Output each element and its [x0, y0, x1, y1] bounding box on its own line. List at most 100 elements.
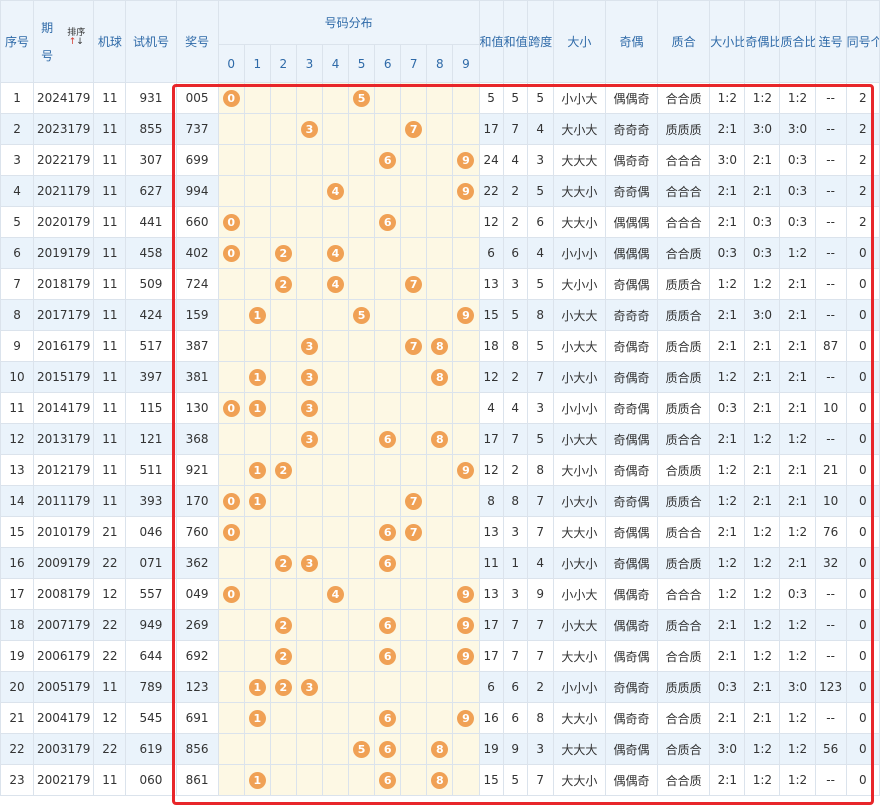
row-sum-tail: 3	[502, 578, 528, 610]
row-trial: 509	[125, 268, 177, 300]
row-consecutive: --	[814, 206, 847, 238]
row-machine: 11	[93, 423, 127, 455]
dist-cell-8: 8	[426, 733, 454, 765]
dist-cell-3	[295, 175, 323, 207]
row-consecutive: --	[814, 113, 847, 145]
digit-ball: 3	[300, 120, 318, 138]
row-seq: 20	[0, 671, 35, 703]
row-prize: 660	[175, 206, 219, 238]
dist-cell-0	[217, 547, 245, 579]
dist-cell-5	[348, 206, 376, 238]
digit-ball: 5	[353, 306, 371, 324]
digit-ball: 1	[248, 709, 266, 727]
dist-cell-9	[452, 547, 480, 579]
row-period: 2005179	[33, 671, 95, 703]
row-period: 2012179	[33, 454, 95, 486]
row-prize: 005	[175, 82, 219, 114]
dist-cell-3: 3	[295, 330, 323, 362]
row-span: 7	[526, 485, 554, 517]
row-oe-ratio: 2:1	[744, 671, 781, 703]
digit-ball: 2	[274, 647, 292, 665]
header-period[interactable]: 期号 排序 ↑↓	[33, 0, 95, 83]
dist-cell-5: 5	[348, 82, 376, 114]
table-row: 21 2004179 12 545 691 1 6 9 16 6 8 大大小 偶奇奇 合合质 2:1 2:1 1…	[0, 702, 880, 734]
row-consecutive: 87	[814, 330, 847, 362]
row-period: 2014179	[33, 392, 95, 424]
digit-ball: 0	[222, 213, 240, 231]
row-span: 3	[526, 733, 554, 765]
sort-arrows-icon[interactable]: ↑↓	[68, 37, 84, 47]
digit-ball: 0	[222, 399, 240, 417]
dist-cell-0	[217, 144, 245, 176]
dist-cell-5	[348, 609, 376, 641]
dist-cell-8	[426, 113, 454, 145]
dist-cell-2	[269, 485, 297, 517]
row-machine: 11	[93, 175, 127, 207]
row-consecutive: --	[814, 82, 847, 114]
row-sum-tail: 4	[502, 392, 528, 424]
dist-cell-7	[400, 206, 428, 238]
dist-cell-7: 7	[400, 113, 428, 145]
dist-cell-0	[217, 175, 245, 207]
dist-cell-0: 0	[217, 485, 245, 517]
row-odd-even: 偶偶偶	[604, 206, 659, 238]
dist-cell-3	[295, 609, 323, 641]
row-prime-ratio: 1:2	[779, 609, 816, 641]
dist-cell-2: 2	[269, 237, 297, 269]
row-size: 大小大	[552, 113, 606, 145]
row-prime-ratio: 2:1	[779, 392, 816, 424]
row-size-ratio: 2:1	[709, 764, 746, 796]
row-period: 2004179	[33, 702, 95, 734]
digit-ball: 4	[327, 244, 344, 262]
row-span: 7	[526, 361, 554, 393]
row-prime: 合合质	[657, 640, 711, 672]
row-period: 2016179	[33, 330, 95, 362]
row-odd-even: 奇偶奇	[604, 454, 659, 486]
row-prime: 质质质	[657, 113, 711, 145]
row-oe-ratio: 1:2	[744, 640, 781, 672]
digit-ball: 9	[457, 182, 475, 200]
row-size: 小大大	[552, 609, 606, 641]
row-size: 小小小	[552, 237, 606, 269]
digit-ball: 8	[431, 771, 449, 789]
header-digit-3: 3	[295, 44, 323, 83]
row-period: 2023179	[33, 113, 95, 145]
header-seq: 序号	[0, 0, 35, 83]
dist-cell-7	[400, 175, 428, 207]
row-prime-ratio: 0:3	[779, 206, 816, 238]
row-oe-ratio: 1:2	[744, 82, 781, 114]
dist-cell-5	[348, 702, 376, 734]
dist-cell-8	[426, 268, 454, 300]
dist-cell-0	[217, 764, 245, 796]
row-prize: 724	[175, 268, 219, 300]
dist-cell-4	[321, 330, 350, 362]
row-trial: 949	[125, 609, 177, 641]
dist-cell-2	[269, 764, 297, 796]
row-seq: 7	[0, 268, 35, 300]
dist-cell-2	[269, 702, 297, 734]
row-prime: 质合合	[657, 423, 711, 455]
row-consecutive: 123	[814, 671, 847, 703]
digit-ball: 7	[405, 523, 423, 541]
dist-cell-4: 4	[321, 175, 350, 207]
row-prime: 合合合	[657, 144, 711, 176]
row-prime: 质质合	[657, 392, 711, 424]
row-seq: 3	[0, 144, 35, 176]
dist-cell-1	[243, 578, 271, 610]
header-span: 跨度	[526, 0, 554, 83]
row-consecutive: 56	[814, 733, 847, 765]
sort-control[interactable]: 排序 ↑↓	[67, 27, 85, 47]
row-odd-even: 偶偶偶	[604, 237, 659, 269]
row-span: 5	[526, 82, 554, 114]
digit-ball: 9	[457, 306, 475, 324]
digit-ball: 9	[457, 151, 475, 169]
row-prime-ratio: 1:2	[779, 702, 816, 734]
dist-cell-0	[217, 330, 245, 362]
row-seq: 10	[0, 361, 35, 393]
dist-cell-0	[217, 640, 245, 672]
row-seq: 16	[0, 547, 35, 579]
row-oe-ratio: 1:2	[744, 423, 781, 455]
row-prize: 691	[175, 702, 219, 734]
dist-cell-2: 2	[269, 454, 297, 486]
row-seq: 8	[0, 299, 35, 331]
